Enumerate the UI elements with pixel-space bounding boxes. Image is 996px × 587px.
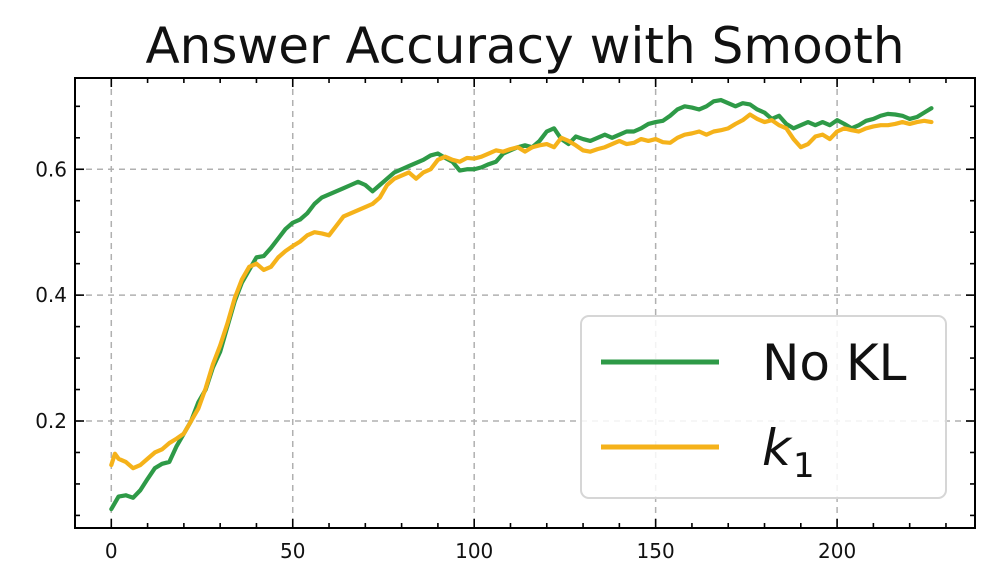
legend-label-k1-subscript: 1 xyxy=(793,446,815,486)
legend-label-k1: k1 xyxy=(762,419,815,486)
y-axis-tick-labels: 0.2 0.4 0.6 xyxy=(35,157,67,433)
x-tick-label: 150 xyxy=(637,539,675,563)
legend: No KL k1 xyxy=(580,315,947,499)
y-tick-label: 0.6 xyxy=(35,157,67,181)
series-line-k1 xyxy=(109,112,934,471)
x-tick-label: 200 xyxy=(818,539,856,563)
legend-label-no-kl: No KL xyxy=(762,334,907,392)
y-tick-label: 0.4 xyxy=(35,283,67,307)
plot-frame xyxy=(74,77,976,529)
y-tick-label: 0.2 xyxy=(35,409,67,433)
x-tick-label: 50 xyxy=(280,539,305,563)
x-tick-label: 0 xyxy=(105,539,118,563)
x-axis-tick-labels: 0 50 100 150 200 xyxy=(105,539,856,563)
chart-title: Answer Accuracy with Smooth xyxy=(145,17,904,75)
series-group xyxy=(109,97,934,512)
x-tick-label: 100 xyxy=(455,539,493,563)
legend-label-k1-base: k xyxy=(762,419,793,477)
